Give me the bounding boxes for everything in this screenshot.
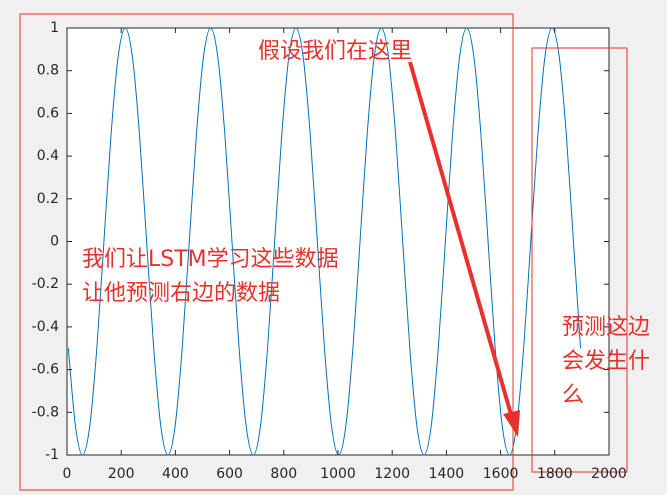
line-series bbox=[67, 27, 582, 456]
y-tick-label: -0.6 bbox=[32, 362, 59, 378]
x-tick-label: 1200 bbox=[374, 466, 410, 482]
y-tick-label: 0.6 bbox=[37, 105, 59, 121]
highlight-box bbox=[531, 47, 628, 473]
x-tick-label: 800 bbox=[270, 466, 297, 482]
x-tick-label: 1800 bbox=[537, 466, 573, 482]
y-tick-label: -1 bbox=[45, 447, 59, 463]
y-tick-label: 1 bbox=[50, 20, 59, 36]
arrow-head bbox=[503, 410, 520, 437]
y-tick-label: -0.8 bbox=[32, 404, 59, 420]
annotation: 我们让LSTM学习这些数据 bbox=[82, 247, 339, 272]
annotation: 假设我们在这里 bbox=[258, 39, 412, 64]
y-tick-label: 0.8 bbox=[37, 63, 59, 79]
y-tick-label: 0.2 bbox=[37, 191, 59, 207]
highlight-box bbox=[19, 13, 514, 491]
y-tick-label: -0.4 bbox=[32, 319, 59, 335]
x-tick-label: 200 bbox=[108, 466, 135, 482]
x-tick-label: 600 bbox=[216, 466, 243, 482]
x-tick-label: 400 bbox=[162, 466, 189, 482]
y-tick-label: -0.2 bbox=[32, 276, 59, 292]
y-tick-label: 0.4 bbox=[37, 148, 59, 164]
annotation: 么 bbox=[562, 383, 584, 408]
arrow-shaft bbox=[408, 61, 514, 419]
annotation: 预测这边 bbox=[562, 315, 650, 340]
x-tick-label: 0 bbox=[63, 466, 72, 482]
x-tick-label: 1400 bbox=[429, 466, 465, 482]
x-tick-label: 2000 bbox=[591, 466, 627, 482]
annotation: 会发生什 bbox=[562, 349, 650, 374]
x-tick-label: 1000 bbox=[320, 466, 356, 482]
plot-layer bbox=[67, 27, 582, 456]
x-tick-label: 1600 bbox=[483, 466, 519, 482]
annotation: 让他预测右边的数据 bbox=[82, 281, 280, 306]
y-tick-label: 0 bbox=[50, 234, 59, 250]
plot-area bbox=[66, 27, 610, 456]
